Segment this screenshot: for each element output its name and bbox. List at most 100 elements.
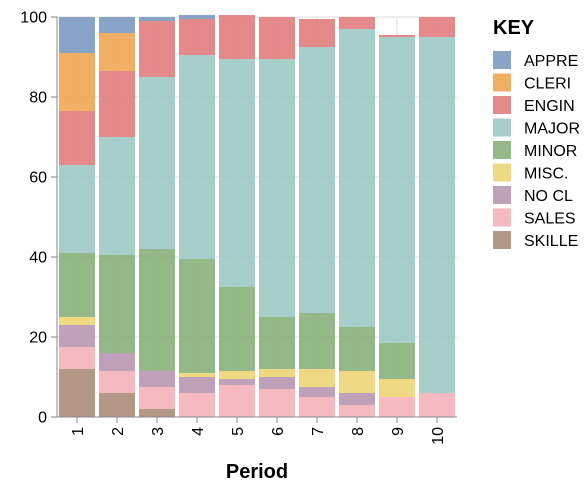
bar-segment-skille-3 (139, 409, 175, 417)
legend-swatch-nocl (493, 186, 511, 204)
bar-segment-misc-1 (59, 317, 95, 325)
y-tick-label-0: 0 (38, 410, 47, 427)
x-tick-label-2: 2 (110, 427, 127, 436)
bars (59, 15, 455, 417)
bar-segment-sales-10 (419, 393, 455, 417)
bar-segment-misc-9 (379, 379, 415, 397)
x-tick-label-7: 7 (310, 427, 327, 436)
bar-segment-minor-7 (299, 313, 335, 369)
bar-segment-sales-8 (339, 405, 375, 417)
x-tick-label-8: 8 (350, 427, 367, 436)
bar-segment-cleri-2 (99, 33, 135, 71)
bar-segment-engin-6 (259, 17, 295, 59)
bar-segment-major-7 (299, 47, 335, 313)
x-tick-label-3: 3 (150, 427, 167, 436)
bar-segment-misc-5 (219, 371, 255, 379)
bar-segment-major-9 (379, 37, 415, 343)
legend-swatch-skille (493, 231, 511, 249)
bar-segment-skille-2 (99, 393, 135, 417)
bar-segment-appre-4 (179, 15, 215, 19)
bar-segment-major-6 (259, 59, 295, 317)
y-tick-label-20: 20 (29, 330, 47, 347)
bar-segment-nocl-2 (99, 353, 135, 371)
x-tick-label-1: 1 (70, 427, 87, 436)
bar-segment-engin-8 (339, 17, 375, 29)
bar-segment-sales-6 (259, 389, 295, 417)
legend-swatch-misc (493, 163, 511, 182)
bar-segment-minor-3 (139, 249, 175, 371)
legend-label-engin: ENGIN (524, 98, 575, 115)
bar-segment-minor-1 (59, 253, 95, 317)
bar-segment-sales-3 (139, 387, 175, 409)
legend: KEY APPRE CLERI ENGIN MAJOR MINOR MISC. NO CL S… (493, 17, 580, 250)
x-axis-ticks: 1 2 3 4 5 6 7 8 9 10 (70, 417, 447, 445)
bar-segment-engin-7 (299, 19, 335, 47)
y-tick-label-60: 60 (29, 170, 47, 187)
bar-segment-appre-3 (139, 17, 175, 21)
y-tick-label-80: 80 (29, 90, 47, 107)
x-tick-label-5: 5 (230, 427, 247, 436)
bar-segment-sales-7 (299, 397, 335, 417)
bar-segment-engin-9 (379, 35, 415, 37)
legend-label-skille: SKILLE (524, 233, 578, 250)
legend-label-major: MAJOR (524, 121, 580, 138)
bar-segment-sales-1 (59, 347, 95, 369)
x-tick-label-6: 6 (270, 427, 287, 436)
legend-swatch-sales (493, 208, 511, 227)
bar-segment-cleri-1 (59, 53, 95, 111)
bar-segment-engin-5 (219, 15, 255, 59)
bar-segment-major-2 (99, 137, 135, 255)
bar-segment-sales-4 (179, 393, 215, 417)
bar-segment-sales-2 (99, 371, 135, 393)
x-tick-label-9: 9 (390, 427, 407, 436)
bar-segment-sales-9 (379, 397, 415, 417)
bar-segment-misc-7 (299, 369, 335, 387)
bar-segment-engin-1 (59, 111, 95, 165)
legend-swatch-cleri (493, 73, 511, 92)
bar-segment-nocl-6 (259, 377, 295, 389)
bar-segment-major-10 (419, 37, 455, 393)
x-axis-title: Period (226, 461, 288, 483)
bar-segment-major-5 (219, 59, 255, 287)
legend-title: KEY (493, 17, 535, 39)
bar-segment-minor-2 (99, 255, 135, 353)
bar-segment-sales-5 (219, 385, 255, 417)
legend-label-misc: MISC. (524, 166, 568, 183)
bar-segment-minor-6 (259, 317, 295, 369)
legend-label-nocl: NO CL (524, 188, 573, 205)
x-tick-label-10: 10 (430, 427, 447, 445)
axes (56, 17, 457, 418)
bar-segment-appre-2 (99, 17, 135, 33)
bar-segment-engin-10 (419, 17, 455, 37)
bar-segment-misc-4 (179, 373, 215, 377)
legend-label-minor: MINOR (524, 143, 577, 160)
bar-segment-engin-4 (179, 19, 215, 55)
x-tick-label-4: 4 (190, 427, 207, 436)
legend-swatch-major (493, 118, 511, 137)
bar-segment-minor-5 (219, 287, 255, 371)
bar-segment-nocl-7 (299, 387, 335, 397)
bar-segment-nocl-5 (219, 379, 255, 385)
legend-swatch-engin (493, 96, 511, 114)
bar-segment-nocl-8 (339, 393, 375, 405)
bar-segment-minor-9 (379, 343, 415, 379)
bar-segment-major-4 (179, 55, 215, 259)
legend-items: APPRE CLERI ENGIN MAJOR MINOR MISC. NO CL SALES… (493, 51, 580, 250)
bar-segment-major-3 (139, 77, 175, 249)
bar-segment-appre-1 (59, 17, 95, 53)
bar-segment-skille-1 (59, 369, 95, 417)
y-axis-ticks: 0 20 40 60 80 100 (20, 10, 57, 427)
legend-label-sales: SALES (524, 211, 576, 228)
bar-segment-major-1 (59, 165, 95, 253)
y-tick-label-40: 40 (29, 250, 47, 267)
y-tick-label-100: 100 (20, 10, 47, 27)
bar-segment-nocl-1 (59, 325, 95, 347)
legend-label-appre: APPRE (524, 53, 578, 70)
bar-segment-minor-4 (179, 259, 215, 373)
bar-segment-engin-3 (139, 21, 175, 77)
legend-swatch-minor (493, 141, 511, 159)
legend-swatch-appre (493, 51, 511, 69)
bar-segment-nocl-4 (179, 377, 215, 393)
legend-label-cleri: CLERI (524, 76, 571, 93)
